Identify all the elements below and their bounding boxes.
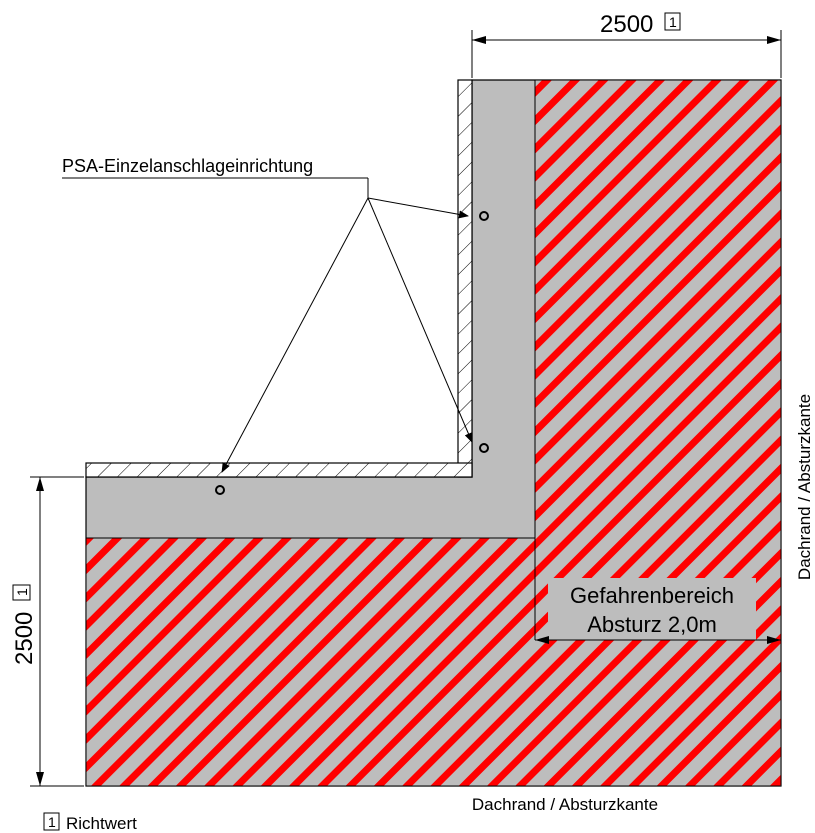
svg-text:1: 1 bbox=[669, 14, 677, 30]
legend: 1 Richtwert bbox=[43, 812, 137, 833]
legend-text: Richtwert bbox=[66, 814, 137, 833]
legend-marker: 1 bbox=[48, 814, 56, 830]
hazard-label-line2: Absturz 2,0m bbox=[587, 612, 717, 637]
edge-label-right: Dachrand / Absturzkante bbox=[795, 394, 814, 580]
arrow-icon bbox=[472, 36, 486, 44]
arrow-icon bbox=[767, 36, 781, 44]
note-marker-box: 1 bbox=[664, 12, 681, 31]
dimension-label-top: 2500 bbox=[600, 11, 653, 38]
svg-text:2500: 2500 bbox=[11, 612, 38, 665]
edge-label-bottom: Dachrand / Absturzkante bbox=[472, 795, 658, 814]
legend-marker-box bbox=[43, 812, 60, 831]
anchor-device-label: PSA-Einzelanschlageinrichtung bbox=[62, 156, 313, 176]
parapet-wall-horizontal bbox=[85, 462, 473, 478]
leader-line bbox=[221, 197, 369, 473]
leader-line bbox=[367, 197, 473, 443]
anchor-point-icon bbox=[215, 211, 489, 495]
dimension-label-left: 2500 1 bbox=[11, 584, 38, 665]
arrow-icon bbox=[36, 477, 44, 491]
leader-line bbox=[367, 197, 469, 219]
hazard-label-background bbox=[548, 578, 756, 640]
hazard-zone bbox=[85, 79, 782, 787]
arrow-icon bbox=[767, 636, 781, 644]
svg-text:1: 1 bbox=[14, 588, 30, 596]
arrow-icon bbox=[535, 636, 549, 644]
hazard-label-line1: Gefahrenbereich bbox=[570, 583, 734, 608]
arrow-icon bbox=[36, 772, 44, 786]
parapet-wall-vertical bbox=[457, 79, 473, 478]
